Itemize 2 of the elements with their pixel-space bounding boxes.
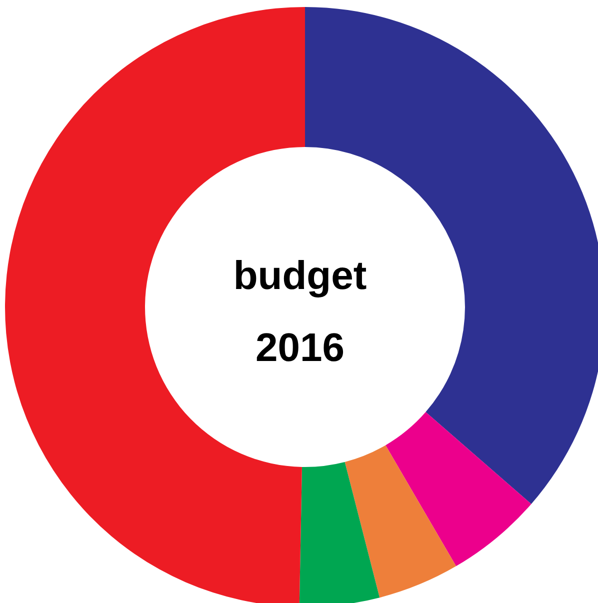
text: budget	[232, 253, 368, 300]
text: 2016	[254, 325, 346, 372]
